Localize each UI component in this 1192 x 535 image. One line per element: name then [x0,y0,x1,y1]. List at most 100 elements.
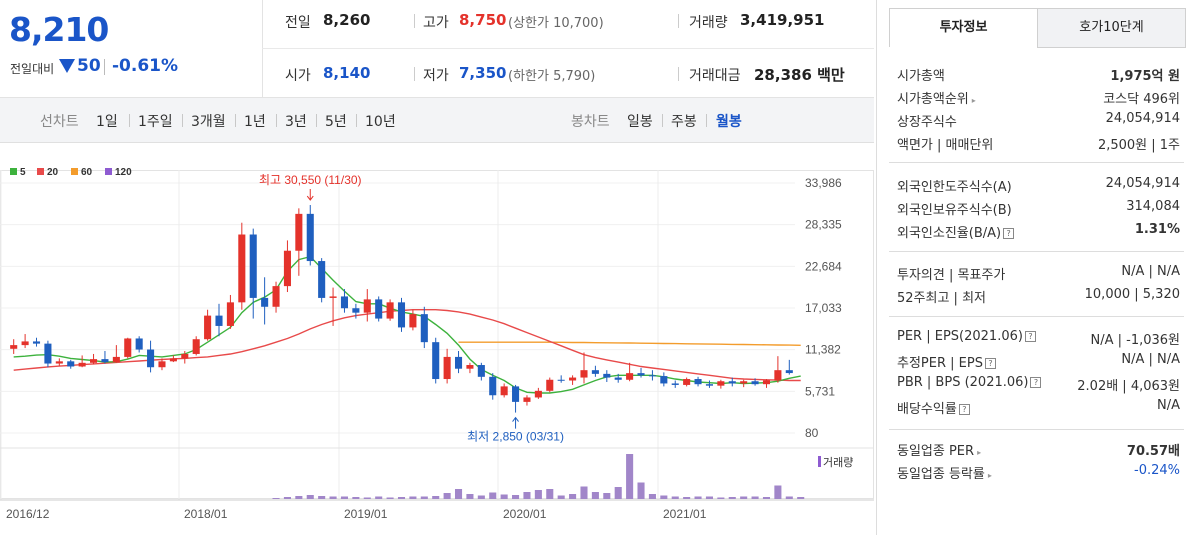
info-label: 배당수익률? [897,398,970,417]
candle-body [569,377,577,381]
candle-body [283,250,291,287]
candle-body [147,349,155,368]
ma60-line [458,341,801,346]
tab-investment-info[interactable]: 투자정보 [889,8,1038,47]
candle-body [135,338,143,350]
candle-body [534,390,542,398]
candle-body [762,380,771,385]
tab-order-book[interactable]: 호가10단계 [1037,8,1186,48]
candle-body [318,261,326,298]
tab-1d[interactable]: 1일 [96,114,118,130]
tab-monthly[interactable]: 월봉 [716,114,742,130]
candle-body [489,376,497,396]
info-value: N/A | N/A [1121,264,1180,279]
tab-5y[interactable]: 5년 [325,114,347,130]
candle-body [112,356,120,363]
caret-right-icon[interactable]: ▸ [971,96,976,105]
y-tick-label: 80 [805,426,819,440]
info-row: 외국인한도주식수(A) 24,054,914 [897,176,1180,195]
volume-bar [774,485,782,499]
legend-swatch [71,168,78,175]
info-label: PBR | BPS (2021.06)? [897,375,1042,390]
volume-bar [375,496,383,499]
divider [662,114,663,127]
info-row: 추정PER | EPS? N/A | N/A [897,352,1180,371]
x-tick-label: 2021/01 [663,507,707,521]
divider [889,251,1184,252]
divider [129,114,130,127]
candle-body [238,234,246,303]
caret-right-icon[interactable]: ▸ [977,448,982,457]
upper-limit: (상한가 10,700) [508,16,604,31]
volume-bar [660,495,668,499]
info-row: 투자의견 | 목표주가 N/A | N/A [897,264,1180,283]
candle-body [523,397,531,402]
tab-1y[interactable]: 1년 [244,114,266,130]
help-icon[interactable]: ? [1024,331,1036,342]
info-label: 52주최고 | 최저 [897,287,986,306]
help-icon[interactable]: ? [1030,377,1042,388]
candle-body [158,361,166,368]
candle-body [751,381,759,385]
info-value: 2,500원 | 1주 [1097,138,1180,153]
down-arrow-icon [59,59,75,73]
candle-body [67,361,75,367]
legend-label: 5 [20,167,26,178]
info-row: 시가총액순위 ▸ 코스닥 496위 [897,88,1180,107]
help-icon[interactable]: ? [984,358,996,369]
divider [182,114,183,127]
volume-bar [443,493,451,499]
candle-body [397,302,406,328]
volume-bar [580,486,588,499]
change-percent: -0.61% [112,56,179,76]
info-value: 10,000 | 5,320 [1084,287,1180,302]
volume-bar [363,497,371,499]
low-annotation: 최저 2,850 (03/31) [467,430,564,444]
volume-label: 거래량 [689,15,728,31]
info-row: 동일업종 PER ▸ 70.57배 [897,440,1180,459]
candle-body [637,373,645,376]
tab-3m[interactable]: 3개월 [191,114,226,130]
info-label-text: 시가총액순위 [897,92,969,107]
divider [316,114,317,127]
candle-body [386,302,394,319]
candle-body [352,308,360,313]
tab-3y[interactable]: 3년 [285,114,307,130]
caret-right-icon[interactable]: ▸ [987,471,992,480]
info-value: 2.02배 | 4,063원 [1077,379,1180,394]
legend-swatch [10,168,17,175]
info-row: 배당수익률? N/A [897,398,1180,417]
volume-bar [512,495,520,499]
tab-1w[interactable]: 1주일 [138,114,173,130]
candle-body [169,358,177,362]
help-icon[interactable]: ? [958,404,970,415]
help-icon[interactable]: ? [1003,228,1015,239]
line-chart-label: 선차트 [40,114,79,130]
trade-value: 28,386 백만 [754,66,845,84]
y-tick-label: 22,684 [805,259,842,273]
volume-bar [352,497,360,499]
info-label: 시가총액 [897,65,945,84]
info-value: N/A | N/A [1121,352,1180,367]
divider [678,67,679,81]
candle-body [78,362,86,367]
candle-body [454,356,463,369]
tab-weekly[interactable]: 주봉 [671,114,697,130]
candle-body [32,341,41,344]
info-label: PER | EPS(2021.06)? [897,329,1036,344]
candle-body [705,384,713,386]
change-value: 50 [77,56,101,76]
volume-value: 3,419,951 [740,11,825,29]
candle-body [591,370,599,374]
tab-10y[interactable]: 10년 [365,114,396,130]
info-value: 1.31% [1134,222,1180,237]
info-value: N/A | -1,036원 [1090,333,1180,348]
volume-bar [329,496,337,499]
high-label: 고가 [423,15,449,31]
y-tick-label: 17,033 [805,301,842,315]
volume-bar [523,492,531,499]
volume-bar [717,497,725,499]
tab-daily[interactable]: 일봉 [627,114,653,130]
volume-bar [648,494,656,499]
info-value: 1,975억 원 [1110,69,1180,84]
